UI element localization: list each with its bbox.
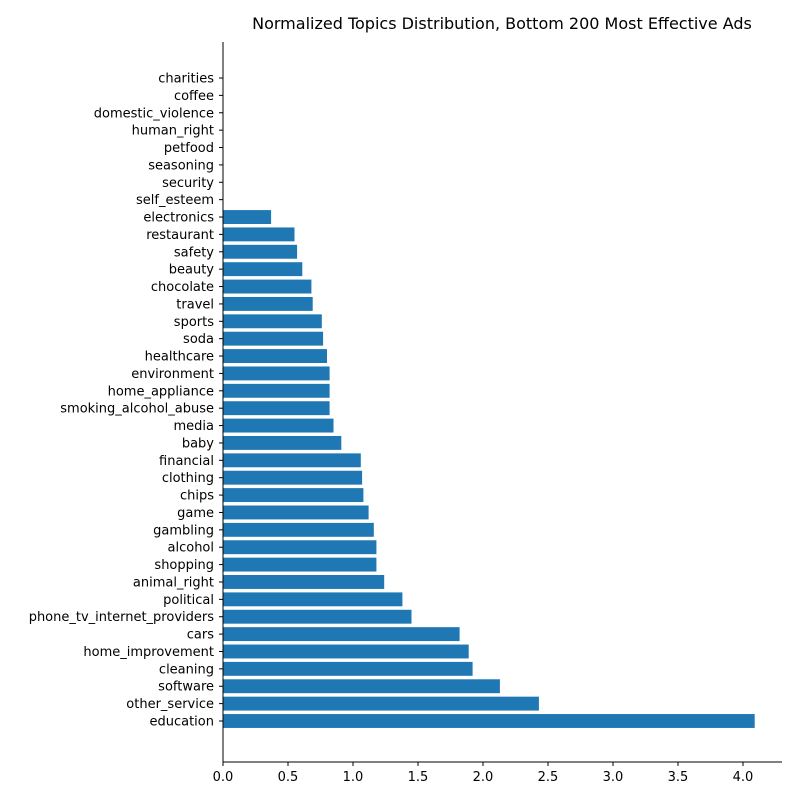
chart-title: Normalized Topics Distribution, Bottom 2… — [252, 14, 752, 33]
y-tick-label: cars — [187, 628, 214, 643]
y-tick-label: home_improvement — [83, 645, 214, 660]
bar-cars — [223, 627, 460, 642]
y-tick-label: self_esteem — [136, 193, 214, 208]
bar-gambling — [223, 522, 374, 537]
y-tick-label: software — [158, 680, 214, 695]
y-tick-label: game — [177, 506, 214, 521]
y-tick-label: sports — [174, 315, 214, 330]
y-tick-labels: charities coffee domestic_violence human_ri… — [29, 72, 223, 730]
y-tick-label: other_service — [126, 697, 214, 712]
bar-home-improvement — [223, 644, 469, 659]
y-tick-label: soda — [183, 332, 214, 347]
y-tick-label: financial — [159, 454, 214, 469]
y-tick-label: chocolate — [151, 280, 214, 295]
y-tick-label: travel — [176, 297, 214, 312]
bar-education — [223, 714, 755, 728]
y-tick-label: home_appliance — [108, 384, 214, 399]
bar-baby — [223, 435, 342, 450]
bar-soda — [223, 331, 324, 346]
y-tick-label: petfood — [164, 141, 214, 156]
bar-environment — [223, 366, 330, 381]
bar-chocolate — [223, 279, 312, 294]
x-tick-label: 1.5 — [408, 770, 429, 785]
x-ticks: 0.0 0.5 1.0 1.5 2.0 2.5 3.0 3.5 4.0 — [213, 762, 754, 785]
bar-game — [223, 505, 369, 520]
y-tick-label: safety — [174, 245, 214, 260]
y-tick-label: animal_right — [133, 575, 214, 590]
bar-alcohol — [223, 540, 377, 555]
y-tick-label: cleaning — [159, 662, 214, 677]
bar-clothing — [223, 470, 363, 485]
bar-healthcare — [223, 349, 327, 363]
y-tick-label: baby — [182, 436, 214, 451]
x-tick-label: 3.5 — [668, 770, 689, 785]
bar-software — [223, 679, 500, 694]
y-tick-label: restaurant — [146, 228, 214, 243]
y-tick-label: healthcare — [145, 350, 214, 365]
y-tick-label: media — [174, 419, 215, 434]
y-tick-label: security — [162, 176, 214, 191]
bar-financial — [223, 453, 361, 468]
y-tick-label: charities — [158, 72, 214, 87]
y-tick-label: electronics — [143, 211, 214, 226]
bars-group — [223, 210, 755, 728]
x-tick-label: 1.0 — [343, 770, 364, 785]
x-tick-label: 4.0 — [733, 770, 754, 785]
bar-smoking-alcohol-abuse — [223, 401, 330, 416]
y-tick-label: alcohol — [168, 541, 214, 556]
bar-travel — [223, 296, 313, 311]
bar-other-service — [223, 696, 539, 711]
bar-safety — [223, 244, 298, 259]
bar-home-appliance — [223, 383, 330, 398]
y-tick-label: education — [149, 715, 214, 730]
y-tick-label: beauty — [169, 263, 215, 278]
x-tick-label: 3.0 — [603, 770, 624, 785]
x-tick-label: 2.0 — [473, 770, 494, 785]
y-tick-label: political — [163, 593, 214, 608]
y-tick-label: chips — [180, 489, 214, 504]
x-tick-label: 0.5 — [278, 770, 299, 785]
bar-chips — [223, 488, 364, 503]
y-tick-label: seasoning — [148, 158, 214, 173]
y-tick-label: environment — [131, 367, 214, 382]
y-tick-label: coffee — [174, 89, 214, 104]
bar-media — [223, 418, 334, 433]
bar-restaurant — [223, 227, 295, 242]
bar-sports — [223, 314, 322, 329]
bar-cleaning — [223, 661, 473, 676]
y-tick-label: clothing — [162, 471, 214, 486]
y-tick-label: shopping — [154, 558, 214, 573]
y-tick-label: smoking_alcohol_abuse — [60, 402, 214, 417]
x-tick-label: 2.5 — [538, 770, 559, 785]
bar-phone-tv-internet-providers — [223, 609, 412, 624]
bar-shopping — [223, 557, 377, 572]
y-tick-label: gambling — [153, 523, 214, 538]
y-tick-label: domestic_violence — [94, 106, 214, 121]
bar-electronics — [223, 210, 272, 224]
y-tick-label: human_right — [132, 124, 214, 139]
bar-beauty — [223, 262, 303, 277]
bar-animal-right — [223, 575, 385, 589]
x-tick-label: 0.0 — [213, 770, 234, 785]
bar-political — [223, 592, 403, 607]
y-tick-label: phone_tv_internet_providers — [29, 610, 215, 625]
